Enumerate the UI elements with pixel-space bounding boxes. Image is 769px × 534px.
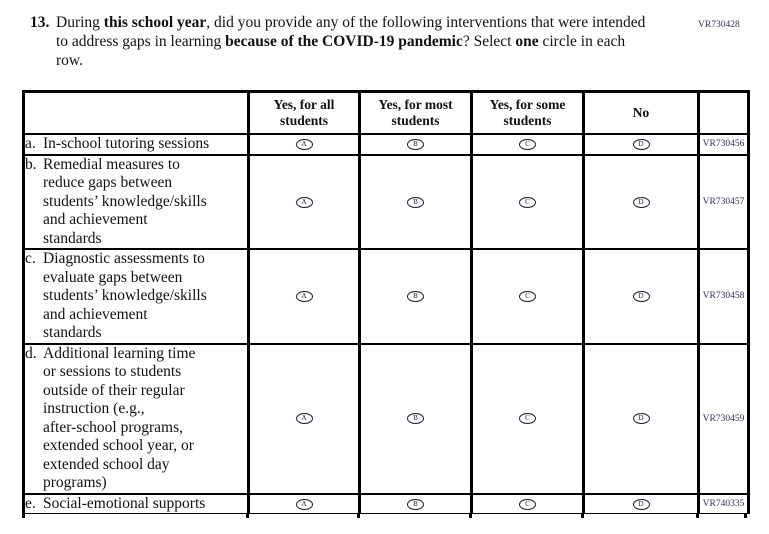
answer-circle-d[interactable]: D: [632, 139, 650, 151]
table-header: Yes, for all students Yes, for most stude…: [22, 90, 750, 135]
answer-circle-c[interactable]: C: [519, 196, 536, 208]
answer-cell: D: [582, 248, 700, 345]
answer-cell: C: [470, 153, 585, 250]
table-cropped-edge: [22, 514, 747, 520]
answer-circle-a[interactable]: A: [295, 291, 313, 303]
row-label: c. Diagnostic assessments to evaluate gap…: [22, 248, 250, 345]
row-label: d. Additional learning time or sessions t…: [22, 342, 250, 495]
answer-circle-d[interactable]: D: [632, 413, 650, 425]
table-border-stub: [469, 514, 472, 518]
table-border-stub: [744, 514, 747, 518]
column-header-blank: [697, 90, 750, 135]
row-code: VR730459: [697, 342, 750, 495]
table-border-stub: [581, 514, 584, 518]
table-row: d. Additional learning time or sessions t…: [22, 342, 750, 495]
row-letter: b.: [25, 155, 37, 173]
answer-cell: B: [358, 153, 473, 250]
row-label: a. In-school tutoring sessions: [22, 133, 250, 156]
table-row: c. Diagnostic assessments to evaluate gap…: [22, 248, 750, 345]
row-text: Remedial measures to reduce gaps between…: [43, 155, 207, 247]
answer-cell: D: [582, 153, 700, 250]
column-header: Yes, for all students: [247, 90, 361, 135]
row-letter: c.: [25, 250, 36, 267]
answer-cell: C: [470, 248, 585, 345]
interventions-table: Yes, for all students Yes, for most stude…: [22, 90, 750, 514]
table-border-stub: [22, 514, 25, 518]
row-letter: a.: [25, 135, 36, 152]
answer-cell: B: [358, 492, 473, 514]
header-row: Yes, for all students Yes, for most stude…: [22, 90, 750, 135]
answer-cell: A: [247, 248, 361, 345]
row-code: VR740335: [697, 492, 750, 514]
answer-circle-c[interactable]: C: [519, 291, 536, 303]
row-letter: d.: [25, 344, 37, 362]
answer-cell: C: [470, 342, 585, 495]
question-13: 13. During this school year, did you pro…: [30, 13, 660, 70]
answer-circle-d[interactable]: D: [632, 196, 650, 208]
answer-circle-a[interactable]: A: [295, 413, 313, 425]
answer-circle-c[interactable]: C: [519, 413, 536, 425]
answer-cell: A: [247, 342, 361, 495]
row-text: In-school tutoring sessions: [43, 135, 210, 152]
row-code: VR730458: [697, 248, 750, 345]
answer-circle-b[interactable]: B: [407, 498, 424, 510]
answer-circle-b[interactable]: B: [407, 291, 424, 303]
answer-circle-a[interactable]: A: [295, 196, 313, 208]
question-text: During this school year, did you provide…: [56, 14, 646, 69]
answer-cell: B: [358, 248, 473, 345]
table-body: a. In-school tutoring sessions A B C D VR73045…: [22, 133, 750, 514]
column-header: Yes, for some students: [470, 90, 585, 135]
table-row: a. In-school tutoring sessions A B C D VR73045…: [22, 133, 750, 156]
row-label: e. Social-emotional supports: [22, 492, 250, 514]
table-border-stub: [357, 514, 360, 518]
answer-cell: C: [470, 133, 585, 156]
question-number: 13.: [30, 14, 50, 31]
column-header: No: [582, 90, 700, 135]
answer-circle-b[interactable]: B: [407, 196, 424, 208]
answer-circle-c[interactable]: C: [519, 498, 536, 510]
answer-cell: A: [247, 153, 361, 250]
row-code: VR730457: [697, 153, 750, 250]
column-header-blank: [22, 90, 250, 135]
answer-cell: A: [247, 133, 361, 156]
answer-cell: D: [582, 133, 700, 156]
answer-cell: D: [582, 342, 700, 495]
form-code: VR730428: [698, 20, 740, 30]
row-text: Social-emotional supports: [43, 494, 206, 512]
answer-cell: C: [470, 492, 585, 514]
answer-circle-d[interactable]: D: [632, 498, 650, 510]
row-text: Additional learning time or sessions to …: [43, 344, 196, 492]
answer-cell: A: [247, 492, 361, 514]
row-code: VR730456: [697, 133, 750, 156]
table-row: e. Social-emotional supports A B C D VR740335: [22, 492, 750, 514]
answer-circle-a[interactable]: A: [295, 498, 313, 510]
row-letter: e.: [25, 494, 36, 512]
row-text: Diagnostic assessments to evaluate gaps …: [43, 250, 207, 341]
column-header: Yes, for most students: [358, 90, 473, 135]
answer-cell: B: [358, 133, 473, 156]
answer-circle-c[interactable]: C: [519, 139, 536, 151]
answer-circle-a[interactable]: A: [295, 139, 313, 151]
answer-circle-b[interactable]: B: [407, 413, 424, 425]
answer-circle-b[interactable]: B: [407, 139, 424, 151]
answer-cell: D: [582, 492, 700, 514]
answer-circle-d[interactable]: D: [632, 291, 650, 303]
table-border-stub: [696, 514, 699, 518]
table-border-stub: [246, 514, 249, 518]
answer-cell: B: [358, 342, 473, 495]
table-row: b. Remedial measures to reduce gaps betwe…: [22, 153, 750, 250]
row-label: b. Remedial measures to reduce gaps betwe…: [22, 153, 250, 250]
